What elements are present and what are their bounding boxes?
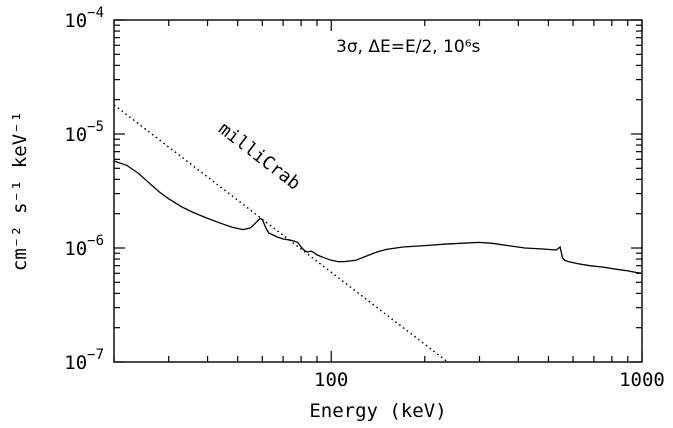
axis-ticks: [113, 19, 643, 363]
x-tick-label: 100: [314, 369, 348, 391]
y-axis-label: cm⁻² s⁻¹ keV⁻¹: [9, 111, 31, 271]
y-tick-label: 10−5: [64, 119, 104, 146]
sensitivity-curve: [113, 160, 643, 274]
millicrab-reference-line: [113, 104, 449, 363]
y-tick-label: 10−7: [64, 347, 104, 374]
x-axis-label: Energy (keV): [309, 400, 446, 422]
observation-annotation: 3σ, ΔE=E/2, 10⁶s: [336, 37, 481, 57]
tick-labels: 100 1000 10−7 10−6 10−5 10−4: [64, 5, 665, 391]
millicrab-label: milliCrab: [214, 118, 304, 194]
x-tick-label: 1000: [619, 369, 665, 391]
plot-frame: [113, 19, 643, 363]
y-tick-label: 10−4: [64, 5, 104, 32]
y-tick-label: 10−6: [64, 233, 104, 260]
